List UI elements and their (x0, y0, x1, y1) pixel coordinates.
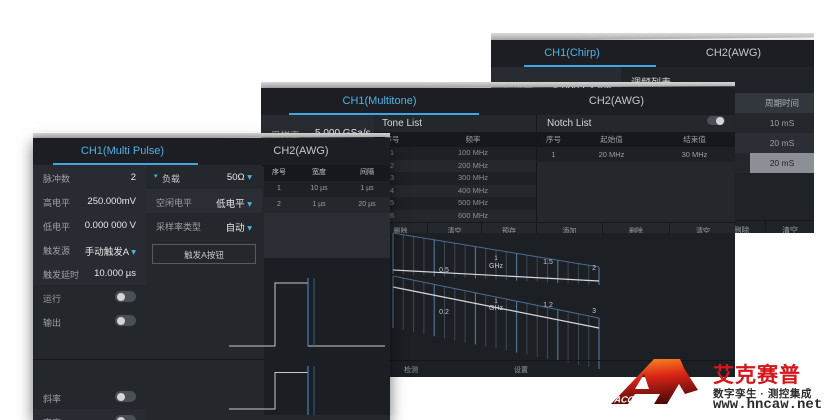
svg-text:ACCEXP: ACCEXP (613, 395, 654, 405)
